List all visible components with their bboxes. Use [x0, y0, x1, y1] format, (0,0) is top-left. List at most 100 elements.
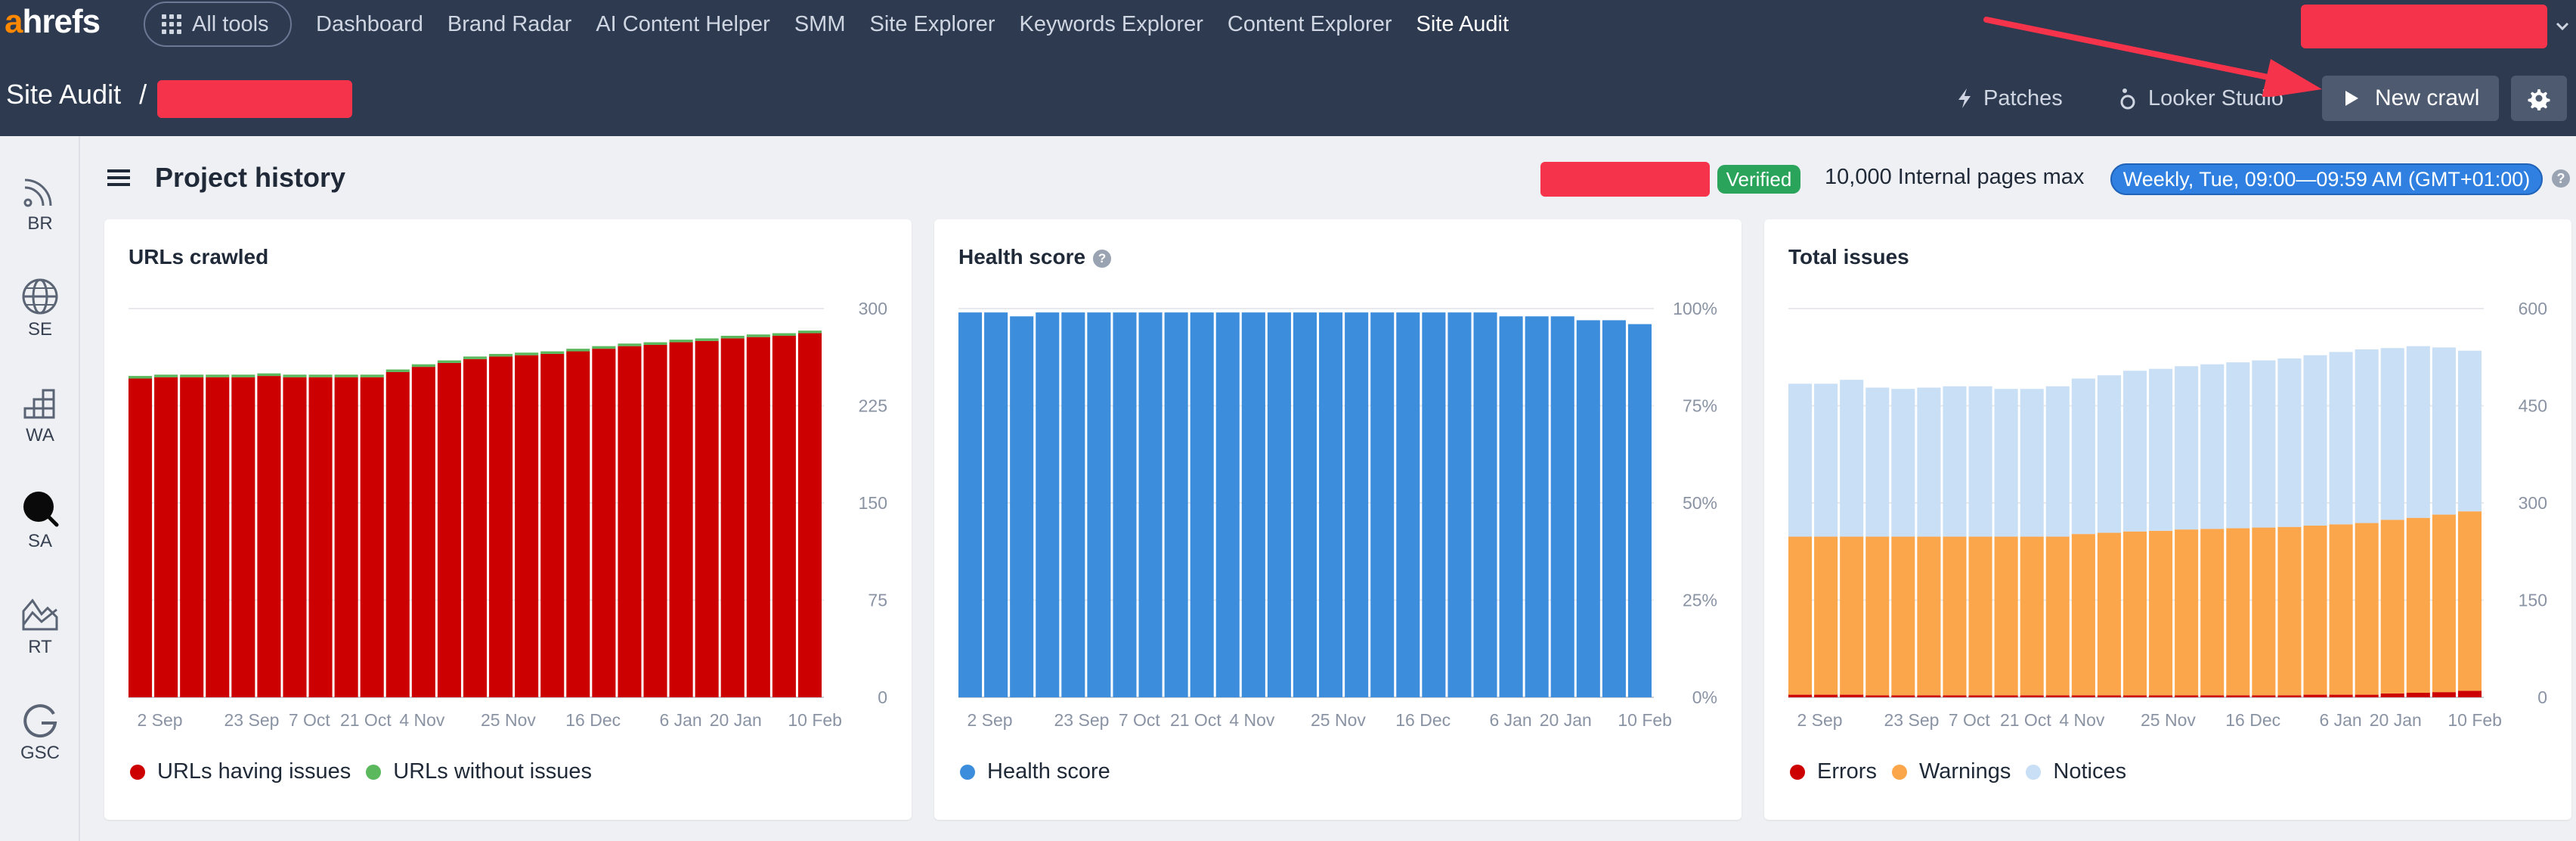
urls-crawled-chart[interactable]: 300 225 150 75 0 2 Sep 23 Sep 7 Oct 21 Oct 4 Nov 2…	[104, 219, 912, 749]
bar[interactable]	[1345, 312, 1369, 697]
bar[interactable]	[385, 371, 410, 697]
total-issues-chart[interactable]: 600 450 300 150 0 2 Sep 23 Sep 7 Oct 21 Oct 4 Nov…	[1764, 219, 2571, 749]
bar[interactable]	[1576, 320, 1600, 697]
bar[interactable]	[1267, 312, 1291, 697]
legend-item[interactable]: Warnings	[1891, 759, 2011, 784]
bar[interactable]	[2329, 694, 2353, 697]
settings-button[interactable]	[2511, 76, 2567, 121]
breadcrumb-root[interactable]: Site Audit	[6, 79, 122, 110]
bar[interactable]	[1422, 312, 1446, 697]
nav-ai-content-helper[interactable]: AI Content Helper	[596, 11, 770, 36]
bar[interactable]	[2457, 690, 2482, 697]
bar[interactable]	[1061, 312, 1085, 697]
bar[interactable]	[1788, 536, 1813, 695]
bar[interactable]	[2175, 695, 2199, 697]
legend-item[interactable]: Health score	[960, 759, 1110, 784]
bar[interactable]	[592, 346, 616, 349]
legend-item[interactable]: URLs having issues	[130, 759, 351, 784]
bar[interactable]	[283, 374, 307, 377]
bar[interactable]	[2200, 364, 2225, 529]
bar[interactable]	[2252, 360, 2276, 528]
bar[interactable]	[772, 333, 796, 336]
bar[interactable]	[1627, 324, 1652, 697]
bar[interactable]	[2355, 694, 2379, 697]
hamburger-menu-icon[interactable]	[107, 168, 130, 188]
bar[interactable]	[1010, 316, 1034, 697]
bar[interactable]	[2149, 368, 2173, 531]
sidebar-item-sa[interactable]: SA	[0, 489, 80, 552]
bar[interactable]	[1891, 695, 1915, 697]
all-tools-button[interactable]: All tools	[144, 2, 292, 47]
bar[interactable]	[206, 377, 230, 697]
bar[interactable]	[1865, 695, 1890, 697]
bar[interactable]	[1473, 312, 1497, 697]
ahrefs-logo[interactable]: ahrefs	[5, 3, 101, 40]
bar[interactable]	[720, 335, 745, 339]
bar[interactable]	[1917, 536, 1941, 696]
bar[interactable]	[489, 356, 513, 697]
schedule-badge[interactable]: Weekly, Tue, 09:00—09:59 AM (GMT+01:00)	[2110, 163, 2543, 195]
bar[interactable]	[1525, 316, 1549, 697]
bar[interactable]	[2200, 529, 2225, 696]
bar[interactable]	[1840, 694, 1864, 697]
bar[interactable]	[695, 340, 719, 697]
bar[interactable]	[1319, 312, 1343, 697]
bar[interactable]	[515, 355, 539, 697]
bar[interactable]	[1968, 386, 1992, 537]
nav-site-audit[interactable]: Site Audit	[1416, 11, 1509, 36]
bar[interactable]	[540, 353, 565, 697]
health-score-chart[interactable]: 100% 75% 50% 25% 0% 2 Sep 23 Sep 7 Oct 21 Oct 4 N…	[934, 219, 1742, 749]
bar[interactable]	[2175, 366, 2199, 530]
bar[interactable]	[308, 374, 333, 377]
bar[interactable]	[1968, 695, 1992, 697]
bar[interactable]	[1550, 316, 1574, 697]
bar[interactable]	[797, 333, 822, 697]
bar[interactable]	[669, 340, 693, 343]
bar[interactable]	[283, 377, 307, 697]
bar[interactable]	[2097, 375, 2121, 533]
bar[interactable]	[334, 377, 358, 697]
legend-item[interactable]: Notices	[2026, 759, 2126, 784]
bar[interactable]	[1994, 695, 2018, 697]
nav-smm[interactable]: SMM	[794, 11, 846, 36]
bar[interactable]	[2303, 694, 2327, 697]
bar[interactable]	[180, 374, 204, 377]
bar[interactable]	[2252, 527, 2276, 696]
bar[interactable]	[463, 358, 488, 697]
bar[interactable]	[2406, 693, 2430, 697]
looker-studio-button[interactable]: Looker Studio	[2118, 74, 2283, 123]
bar[interactable]	[1788, 694, 1813, 697]
bar[interactable]	[1840, 536, 1864, 695]
bar[interactable]	[515, 352, 539, 355]
bar[interactable]	[2277, 358, 2302, 527]
bar[interactable]	[1499, 316, 1523, 697]
bar[interactable]	[1814, 383, 1838, 537]
bar[interactable]	[2406, 346, 2430, 518]
bar[interactable]	[1164, 312, 1188, 697]
bar[interactable]	[2071, 695, 2095, 697]
bar[interactable]	[746, 334, 770, 337]
bar[interactable]	[1087, 312, 1111, 697]
bar[interactable]	[1865, 387, 1890, 537]
bar[interactable]	[2097, 532, 2121, 696]
bar[interactable]	[618, 346, 642, 697]
bar[interactable]	[1840, 380, 1864, 537]
bar[interactable]	[1370, 312, 1395, 697]
patches-button[interactable]: Patches	[1956, 74, 2063, 123]
bar[interactable]	[437, 360, 461, 363]
bar[interactable]	[1891, 389, 1915, 537]
bar[interactable]	[1814, 536, 1838, 695]
bar[interactable]	[1036, 312, 1060, 697]
bar[interactable]	[231, 374, 255, 377]
nav-keywords-explorer[interactable]: Keywords Explorer	[1019, 11, 1203, 36]
bar[interactable]	[1190, 312, 1214, 697]
bar[interactable]	[411, 364, 435, 368]
project-name-redacted[interactable]	[157, 80, 352, 118]
bar[interactable]	[489, 353, 513, 357]
bar[interactable]	[128, 376, 153, 379]
bar[interactable]	[154, 377, 178, 697]
bar[interactable]	[2175, 529, 2199, 696]
bar[interactable]	[231, 377, 255, 697]
nav-brand-radar[interactable]: Brand Radar	[447, 11, 572, 36]
bar[interactable]	[2406, 517, 2430, 694]
